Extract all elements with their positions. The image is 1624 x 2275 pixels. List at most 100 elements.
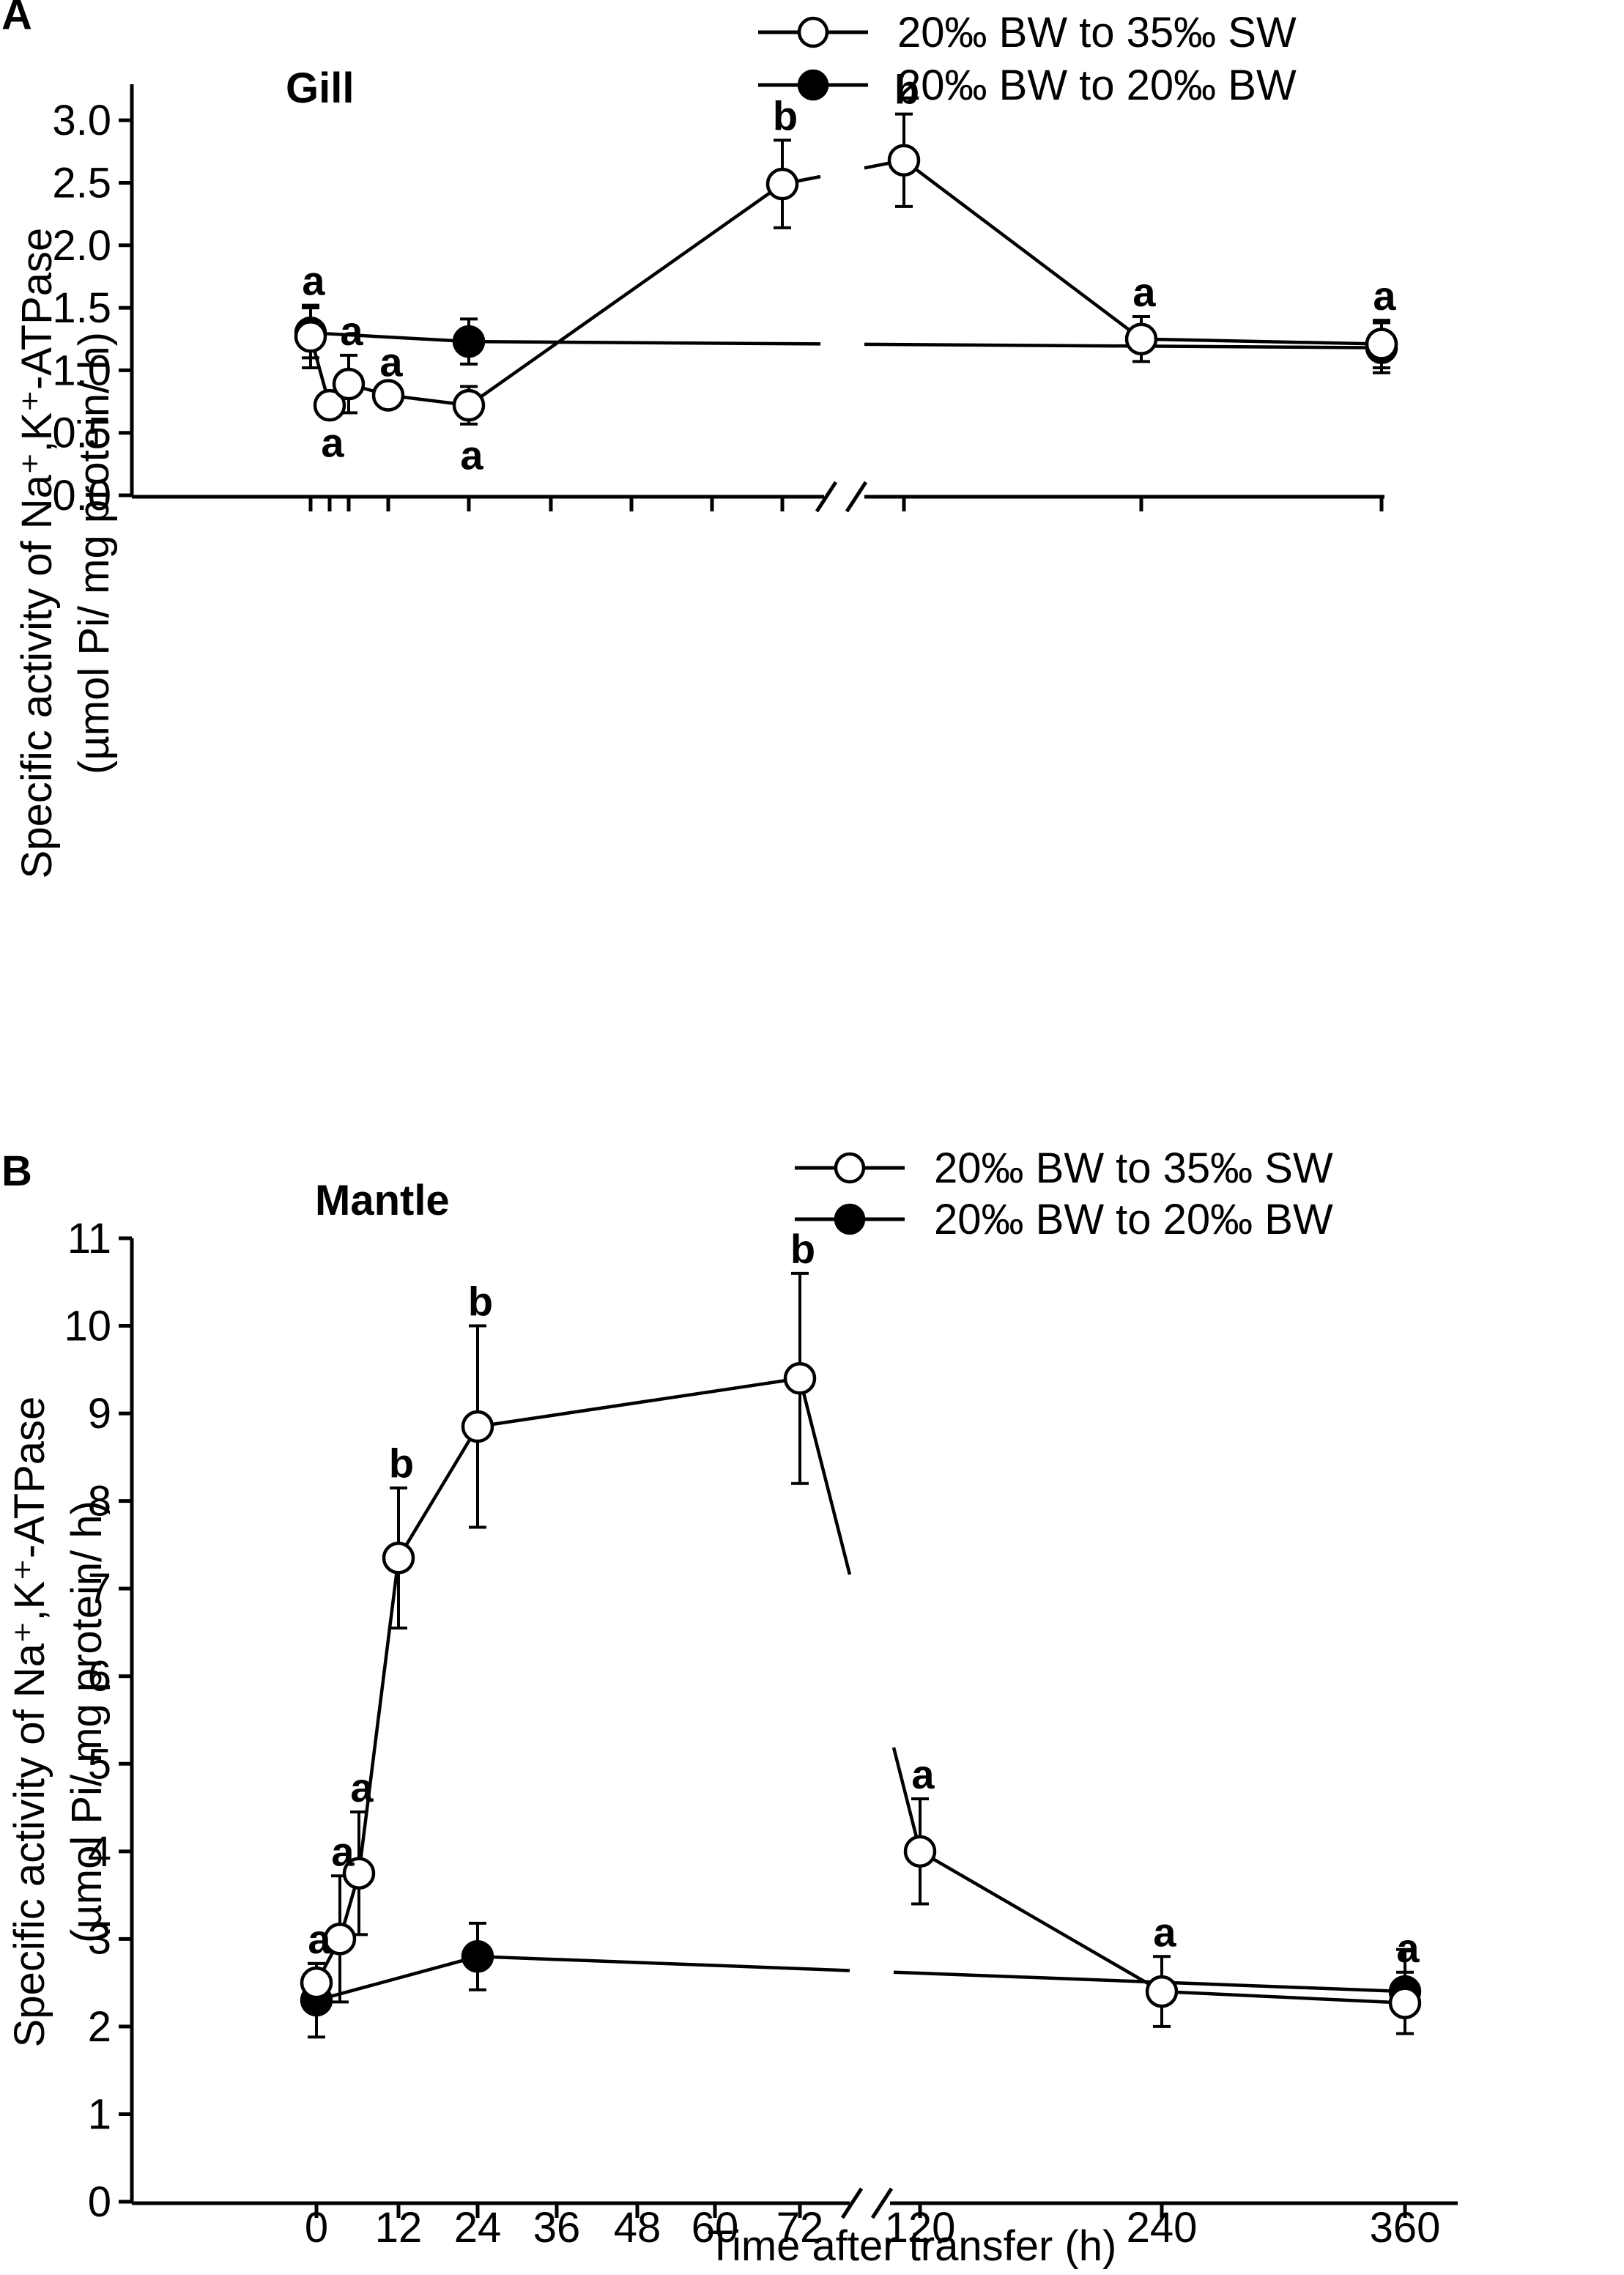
panel-b-legend: 20‰ BW to 35‰ SW 20‰ BW to 20‰ BW xyxy=(795,1144,1333,1243)
panel-b-open-data-point xyxy=(783,1362,817,1395)
panel-b-open-data-point xyxy=(323,1923,357,1956)
panel-a-significance-letter: b xyxy=(894,67,919,113)
panel-b-legend-open-circle-icon xyxy=(834,1152,866,1184)
panel-b-significance-letter: a xyxy=(1396,1925,1420,1971)
panel-b-significance-letter: b xyxy=(389,1440,414,1487)
panel-b-y-tick-label: 8 xyxy=(88,1478,111,1525)
panel-a-y-tick-label: 2.0 xyxy=(52,222,111,270)
panel-b-title: Mantle xyxy=(315,1177,450,1224)
panel-b-x-tick-label: 36 xyxy=(533,2204,581,2252)
panel-b-y-tick-label: 11 xyxy=(67,1215,111,1262)
panel-b-open-data-point xyxy=(461,1410,494,1443)
panel-a-legend-entry-open: 20‰ BW to 35‰ SW xyxy=(758,9,1297,56)
panel-a-open-data-point xyxy=(887,144,921,177)
panel-b-y-axis-title-line2: (µmol Pi/ mg protein/ h) xyxy=(63,1501,111,1943)
panel-b-y-axis-title: Specific activity of Na⁺,K⁺-ATPase (µmol… xyxy=(6,1397,111,2048)
panel-a-series-filled-line-segment xyxy=(864,342,1382,349)
panel-b-y-tick-label: 5 xyxy=(88,1740,111,1788)
panel-b-x-tick-label: 72 xyxy=(776,2204,824,2252)
panel-b-open-data-point xyxy=(903,1835,937,1868)
panel-b-series-open-line-segment xyxy=(1161,1989,1406,2005)
panel-b-axis-break-mark xyxy=(870,2187,894,2219)
panel-a-series-filled-line-segment xyxy=(310,330,470,344)
panel-a-significance-letter: a xyxy=(1132,269,1156,315)
panel-a-legend: 20‰ BW to 35‰ SW 20‰ BW to 20‰ BW xyxy=(758,9,1297,109)
panel-b-x-tick-label: 240 xyxy=(1127,2204,1198,2252)
panel-a-significance-letter: a xyxy=(302,258,325,304)
panel-a-y-tick-label: 3.0 xyxy=(52,97,111,144)
panel-a-series-open-line-segment xyxy=(467,182,784,407)
panel-a-y-tick-label: 1.5 xyxy=(52,284,111,332)
panel-a-y-axis-title-line1: Specific activity of Na⁺,K⁺-ATPase xyxy=(13,228,61,879)
panel-b-open-data-point xyxy=(1145,1975,1179,2008)
panel-b-series-open-line-segment xyxy=(397,1425,479,1559)
panel-b-y-tick-label: 1 xyxy=(88,2090,111,2138)
panel-b-y-tick-label: 2 xyxy=(88,2003,111,2051)
panel-b-y-tick-label: 4 xyxy=(88,1828,111,1876)
panel-b-y-tick-label: 6 xyxy=(88,1653,111,1701)
panel-a-open-data-point xyxy=(765,167,799,201)
panel-b-x-tick-label: 0 xyxy=(305,2204,328,2252)
panel-b-x-tick-label: 12 xyxy=(375,2204,423,2252)
panel-a-axes: 0.0 0.5 1.0 1.5 2.0 2.5 3.0 xyxy=(52,84,1384,519)
panel-b-y-axis-title-line1: Specific activity of Na⁺,K⁺-ATPase xyxy=(6,1397,53,2048)
panel-a-legend-label-open: 20‰ BW to 35‰ SW xyxy=(897,9,1297,56)
panel-a-legend-entry-filled: 20‰ BW to 20‰ BW xyxy=(758,62,1297,109)
panel-a-y-tick-label: 0.5 xyxy=(52,410,111,457)
panel-b-legend-filled-circle-icon xyxy=(834,1203,866,1235)
panel-b-x-tick-label: 120 xyxy=(885,2204,956,2252)
panel-a-significance-letter: a xyxy=(460,432,483,478)
panel-b-x-tick-label: 48 xyxy=(614,2204,661,2252)
panel-a-gill-chart: A Gill 20‰ BW to 35‰ SW 20‰ BW to 20‰ BW… xyxy=(1,0,1398,879)
panel-b-x-tick-label: 24 xyxy=(454,2204,502,2252)
panel-a-y-axis-title-line2: (µmol Pi/ mg protein/ h) xyxy=(70,332,118,774)
panel-a-open-data-point xyxy=(1124,322,1158,355)
panel-b-significance-letter: a xyxy=(911,1751,935,1797)
panel-b-significance-letter: b xyxy=(468,1279,493,1325)
panel-b-legend-label-open: 20‰ BW to 35‰ SW xyxy=(934,1144,1333,1192)
panel-a-y-tick-label: 1.0 xyxy=(52,347,111,394)
panel-b-legend-entry-open: 20‰ BW to 35‰ SW xyxy=(795,1144,1333,1192)
panel-b-series-open-line-segment xyxy=(357,1558,401,1873)
panel-b-significance-letter: a xyxy=(308,1916,331,1962)
panel-a-axis-break-mark xyxy=(845,481,868,513)
panel-b-significance-letter: a xyxy=(350,1764,374,1810)
panel-b-series-filled-line-segment xyxy=(316,1955,478,2002)
panel-b-legend-label-filled: 20‰ BW to 20‰ BW xyxy=(934,1196,1333,1243)
panel-a-significance-letter: a xyxy=(1373,273,1396,319)
panel-b-series-open-line-segment xyxy=(919,1849,1163,1994)
panel-b-y-tick-label: 0 xyxy=(88,2178,111,2226)
panel-a-open-data-point xyxy=(452,388,486,422)
panel-a-significance-letter: b xyxy=(773,92,798,138)
panel-a-legend-filled-circle-icon xyxy=(797,69,829,101)
panel-a-axis-break-mark xyxy=(815,481,838,513)
panel-a-significance-letter: a xyxy=(340,308,363,354)
panel-b-y-tick-label: 10 xyxy=(64,1303,111,1350)
panel-b-axis-break-mark xyxy=(840,2187,864,2219)
panel-b-open-data-point xyxy=(1388,1986,1422,2019)
panel-b-open-data-point xyxy=(382,1542,415,1575)
panel-b-significance-letter: b xyxy=(790,1226,815,1272)
panel-b-series-open-line-segment xyxy=(798,1377,852,1575)
panel-a-y-tick-label: 0.0 xyxy=(52,472,111,519)
panel-a-letter: A xyxy=(1,0,32,39)
panel-b-x-tick-label: 360 xyxy=(1370,2204,1441,2252)
panel-b-legend-entry-filled: 20‰ BW to 20‰ BW xyxy=(795,1196,1333,1243)
panel-b-x-tick-label: 60 xyxy=(692,2204,739,2252)
panel-b-x-axis-title: Time after transfer (h) xyxy=(708,2222,1117,2270)
panel-b-y-tick-label: 3 xyxy=(88,1915,111,1963)
panel-b-y-tick-label: 9 xyxy=(88,1390,111,1438)
panel-b-y-tick-label: 7 xyxy=(88,1565,111,1613)
panel-b-open-data-point xyxy=(342,1857,376,1890)
panel-a-open-data-point xyxy=(332,367,366,401)
panel-b-mantle-chart: B Mantle 20‰ BW to 35‰ SW 20‰ BW to 20‰ … xyxy=(1,1144,1458,2270)
panel-a-significance-letter: a xyxy=(321,420,344,466)
panel-b-series-open-line-segment xyxy=(477,1377,801,1429)
panel-b-significance-letter: a xyxy=(1153,1909,1176,1955)
panel-b-series-filled-line-segment xyxy=(477,1955,850,1972)
panel-a-significance-letter: a xyxy=(379,339,403,385)
panel-b-open-data-point xyxy=(300,1966,333,2000)
